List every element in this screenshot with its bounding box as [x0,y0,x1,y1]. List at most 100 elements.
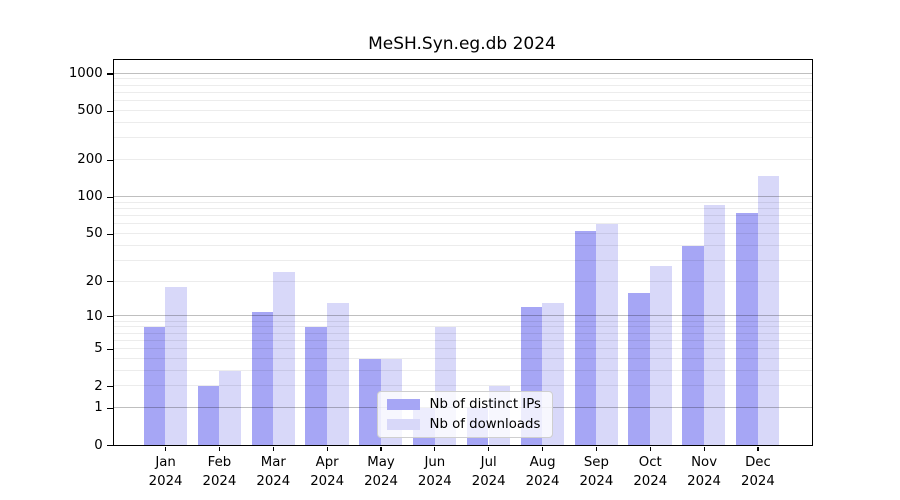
x-tick-label: Oct 2024 [633,454,668,489]
y-tick-mark [106,407,114,409]
y-tick-mark [106,348,114,350]
bar-downloads-nov [703,204,726,446]
minor-gridline [113,259,812,261]
y-tick-label: 5 [94,341,103,357]
y-tick-label: 1000 [68,65,103,81]
gridlines-layer [113,60,812,446]
bar-distinct-ips-dec [736,213,758,446]
legend: Nb of distinct IPs Nb of downloads [376,390,553,438]
chart-title: MeSH.Syn.eg.db 2024 [368,34,556,54]
legend-swatch-distinct-ips [386,398,420,410]
x-tick-mark [380,446,382,451]
y-tick-mark [106,385,114,388]
legend-item-distinct-ips: Nb of distinct IPs [378,397,552,412]
bar-distinct-ips-nov [682,245,704,446]
x-tick-mark [218,446,221,451]
y-tick-label: 500 [77,103,103,119]
minor-gridline [113,84,812,86]
y-tick-mark [106,316,114,318]
minor-gridline [113,122,812,123]
bar-distinct-ips-may [359,358,381,446]
minor-gridline [113,223,812,225]
y-tick-label: 0 [94,437,103,453]
minor-gridline [113,244,812,246]
bar-downloads-feb [219,370,241,446]
legend-label-distinct-ips: Nb of distinct IPs [429,396,541,412]
bar-downloads-mar [273,272,295,446]
y-tick-mark [106,73,114,75]
bars-layer [114,60,812,446]
x-tick-label: Feb 2024 [202,454,237,489]
minor-gridline [113,137,812,139]
minor-gridline [113,159,812,161]
y-tick-label: 50 [85,226,103,242]
x-tick-label: Sep 2024 [579,454,614,489]
x-tick-mark [649,446,651,451]
y-tick-mark [106,233,114,235]
x-tick-mark [272,446,274,451]
legend-item-downloads: Nb of downloads [378,417,552,432]
x-tick-mark [434,446,436,451]
y-tick-label: 200 [77,152,103,168]
x-tick-mark [488,446,490,451]
minor-gridline [113,326,812,328]
minor-gridline [113,385,812,387]
x-tick-mark [703,446,705,451]
minor-gridline [113,339,812,341]
minor-gridline [113,91,812,93]
bar-distinct-ips-mar [251,311,274,446]
x-tick-label: Nov 2024 [687,454,722,489]
bar-distinct-ips-jan [143,327,166,446]
minor-gridline [113,208,812,210]
x-tick-label: Aug 2024 [525,454,560,489]
x-tick-label: Jan 2024 [148,454,183,489]
y-tick-label: 1 [94,400,103,416]
x-tick-label: Apr 2024 [310,454,345,489]
bar-downloads-dec [757,175,780,446]
major-gridline [113,315,812,317]
x-tick-mark [165,446,167,451]
legend-label-downloads: Nb of downloads [429,416,541,432]
x-tick-label: Jun 2024 [417,454,452,489]
bar-distinct-ips-oct [628,293,651,446]
major-gridline [113,196,812,198]
bar-distinct-ips-apr [305,327,327,446]
x-tick-mark [595,446,597,451]
y-tick-label: 20 [85,273,103,289]
minor-gridline [113,78,812,80]
x-tick-label: Mar 2024 [256,454,291,489]
x-tick-label: Dec 2024 [741,454,775,489]
x-tick-mark [757,446,759,451]
legend-swatch-downloads [386,418,420,430]
bar-downloads-sep [596,224,618,446]
major-gridline [113,72,812,74]
plot-area: Nb of distinct IPs Nb of downloads [112,58,813,447]
minor-gridline [113,201,812,203]
bar-distinct-ips-feb [197,386,220,446]
bar-distinct-ips-sep [574,230,597,446]
x-tick-label: May 2024 [364,454,398,489]
y-tick-mark [106,196,114,198]
minor-gridline [113,215,812,217]
x-tick-label: Jul 2024 [471,454,506,489]
x-tick-mark [326,446,328,451]
minor-gridline [113,110,812,112]
y-tick-mark [106,445,114,447]
minor-gridline [113,348,812,350]
y-tick-mark [106,159,114,161]
minor-gridline [113,332,812,334]
minor-gridline [113,280,812,282]
minor-gridline [113,357,812,359]
y-tick-label: 100 [77,189,103,205]
bar-downloads-oct [650,266,672,446]
bar-downloads-jan [165,287,187,446]
minor-gridline [113,320,812,322]
y-tick-label: 10 [85,308,103,324]
bar-downloads-apr [326,303,349,446]
minor-gridline [113,100,812,102]
x-tick-mark [541,446,544,451]
y-tick-mark [106,281,114,283]
minor-gridline [113,369,812,371]
y-tick-label: 2 [94,378,103,394]
